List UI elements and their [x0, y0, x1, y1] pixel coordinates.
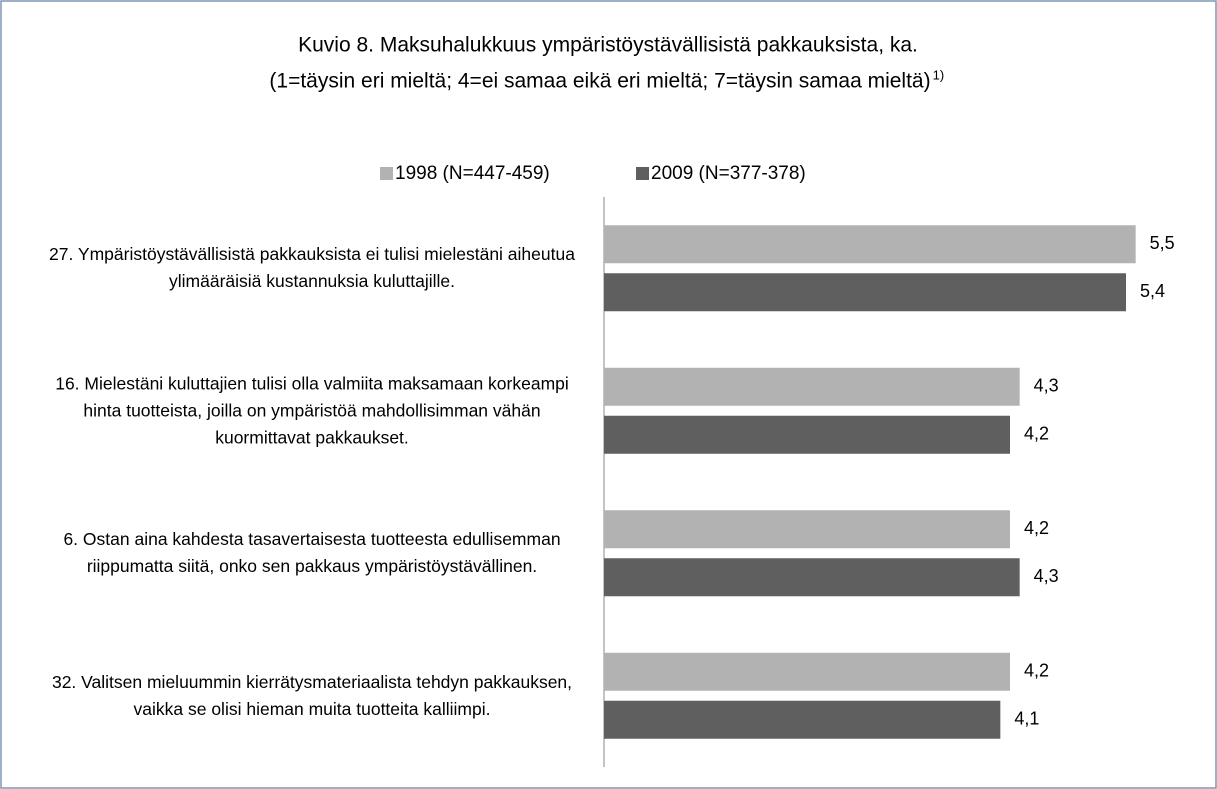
- value-label: 4,2: [1024, 518, 1049, 538]
- chart-title: Kuvio 8. Maksuhalukkuus ympäristöystäväl…: [298, 34, 918, 57]
- value-label: 4,2: [1024, 424, 1049, 444]
- bar: [604, 558, 1020, 597]
- value-label: 4,1: [1014, 709, 1039, 729]
- category-label: 6. Ostan aina kahdesta tasavertaisesta t…: [63, 529, 561, 577]
- value-label: 4,3: [1034, 376, 1059, 396]
- category-label: 32. Valitsen mieluummin kierrätysmateria…: [51, 671, 573, 719]
- bar: [604, 652, 1010, 691]
- bar: [604, 273, 1126, 312]
- legend-label: 2009 (N=377-378): [651, 163, 806, 184]
- legend-label: 1998 (N=447-459): [395, 163, 550, 184]
- bar: [604, 700, 1001, 739]
- legend-swatch: [636, 167, 649, 180]
- legend-swatch: [380, 167, 393, 180]
- bar: [604, 415, 1010, 454]
- bar: [604, 225, 1136, 264]
- value-label: 4,3: [1034, 566, 1059, 586]
- bar: [604, 367, 1020, 406]
- category-label: 16. Mielestäni kuluttajien tulisi olla v…: [55, 373, 569, 448]
- chart-subtitle: (1=täysin eri mieltä; 4=ei samaa eikä er…: [269, 70, 930, 93]
- value-label: 4,2: [1024, 661, 1049, 681]
- category-label: 27. Ympäristöystävällisistä pakkauksista…: [49, 244, 575, 292]
- value-label: 5,4: [1140, 281, 1165, 301]
- subtitle-superscript: 1): [933, 67, 945, 82]
- value-label: 5,5: [1150, 233, 1175, 253]
- bar: [604, 510, 1010, 549]
